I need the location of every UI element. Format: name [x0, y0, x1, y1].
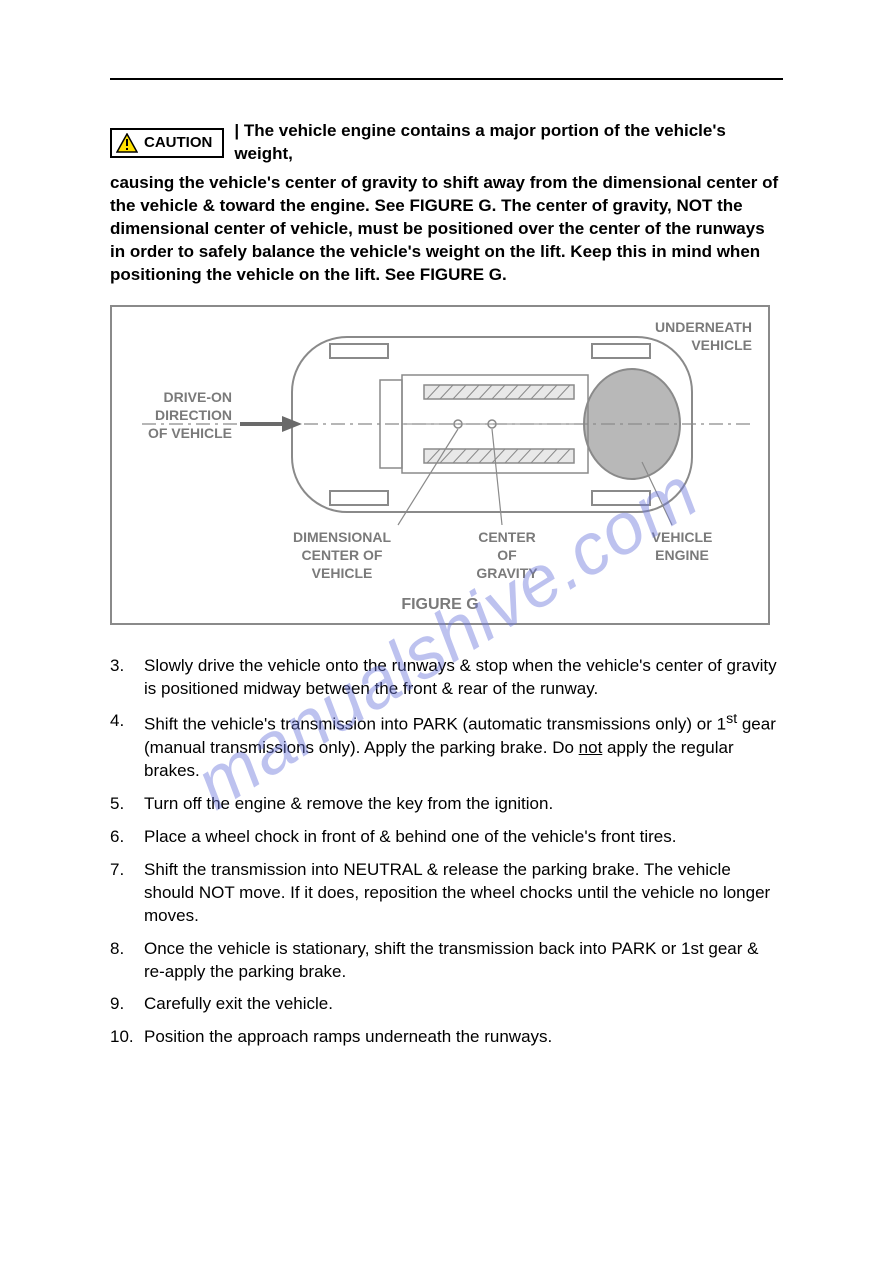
runway-top [424, 385, 574, 399]
step-9-num: 9. [110, 993, 134, 1016]
step-7-num: 7. [110, 859, 134, 928]
label-engine-2: ENGINE [655, 547, 709, 563]
step-7: 7. Shift the transmission into NEUTRAL &… [110, 859, 783, 928]
manual-page: CAUTION | The vehicle engine contains a … [0, 0, 893, 1263]
step-4-a: Shift the vehicle's transmission into PA… [144, 715, 726, 734]
caution-text-1: | The vehicle engine contains a major po… [234, 120, 783, 166]
step-4-not: not [579, 738, 603, 757]
step-9: 9. Carefully exit the vehicle. [110, 993, 783, 1016]
step-5-text: Turn off the engine & remove the key fro… [144, 793, 553, 816]
step-6-text: Place a wheel chock in front of & behind… [144, 826, 676, 849]
step-6-num: 6. [110, 826, 134, 849]
leader-dim-center [398, 429, 458, 525]
wheel-rr [592, 491, 650, 505]
step-10-num: 10. [110, 1026, 134, 1049]
step-4-sup: st [726, 711, 737, 727]
wheel-fr [592, 344, 650, 358]
label-drive-2: DIRECTION [155, 407, 232, 423]
label-underneath-1: UNDERNEATH [655, 319, 752, 335]
caution-badge: CAUTION [110, 128, 224, 158]
figure-caption: FIGURE G [401, 596, 478, 613]
step-9-text: Carefully exit the vehicle. [144, 993, 333, 1016]
step-5-num: 5. [110, 793, 134, 816]
label-dim-1: DIMENSIONAL [293, 529, 391, 545]
label-underneath-2: VEHICLE [691, 337, 752, 353]
figure-g-svg: UNDERNEATH VEHICLE [112, 307, 768, 623]
caution-pipe: | [234, 121, 243, 140]
caution-first-line: CAUTION | The vehicle engine contains a … [110, 120, 783, 166]
warning-icon [116, 133, 138, 153]
step-10: 10. Position the approach ramps undernea… [110, 1026, 783, 1049]
step-4-num: 4. [110, 710, 134, 782]
label-drive-1: DRIVE-ON [164, 389, 232, 405]
step-4-text: Shift the vehicle's transmission into PA… [144, 710, 783, 782]
step-8: 8. Once the vehicle is stationary, shift… [110, 938, 783, 984]
step-6: 6. Place a wheel chock in front of & beh… [110, 826, 783, 849]
label-engine-1: VEHICLE [652, 529, 713, 545]
wheel-fl [330, 344, 388, 358]
caution-label: CAUTION [144, 133, 212, 153]
label-dim-2: CENTER OF [302, 547, 383, 563]
step-5: 5. Turn off the engine & remove the key … [110, 793, 783, 816]
label-drive-3: OF VEHICLE [148, 425, 232, 441]
step-8-num: 8. [110, 938, 134, 984]
caution-line1-text: The vehicle engine contains a major port… [234, 121, 726, 163]
step-3-num: 3. [110, 655, 134, 701]
step-7-text: Shift the transmission into NEUTRAL & re… [144, 859, 783, 928]
runway-bottom [424, 449, 574, 463]
label-cog-1: CENTER [478, 529, 536, 545]
label-cog-3: GRAVITY [476, 565, 538, 581]
wheel-rl [330, 491, 388, 505]
step-3: 3. Slowly drive the vehicle onto the run… [110, 655, 783, 701]
step-3-text: Slowly drive the vehicle onto the runway… [144, 655, 783, 701]
step-10-text: Position the approach ramps underneath t… [144, 1026, 552, 1049]
step-8-text: Once the vehicle is stationary, shift th… [144, 938, 783, 984]
figure-g: UNDERNEATH VEHICLE [110, 305, 770, 625]
label-cog-2: OF [497, 547, 517, 563]
leader-cog [492, 429, 502, 525]
header-rule [110, 78, 783, 80]
step-4: 4. Shift the vehicle's transmission into… [110, 710, 783, 782]
caution-block: CAUTION | The vehicle engine contains a … [110, 120, 783, 287]
caution-text-2: causing the vehicle's center of gravity … [110, 172, 783, 287]
label-dim-3: VEHICLE [312, 565, 373, 581]
